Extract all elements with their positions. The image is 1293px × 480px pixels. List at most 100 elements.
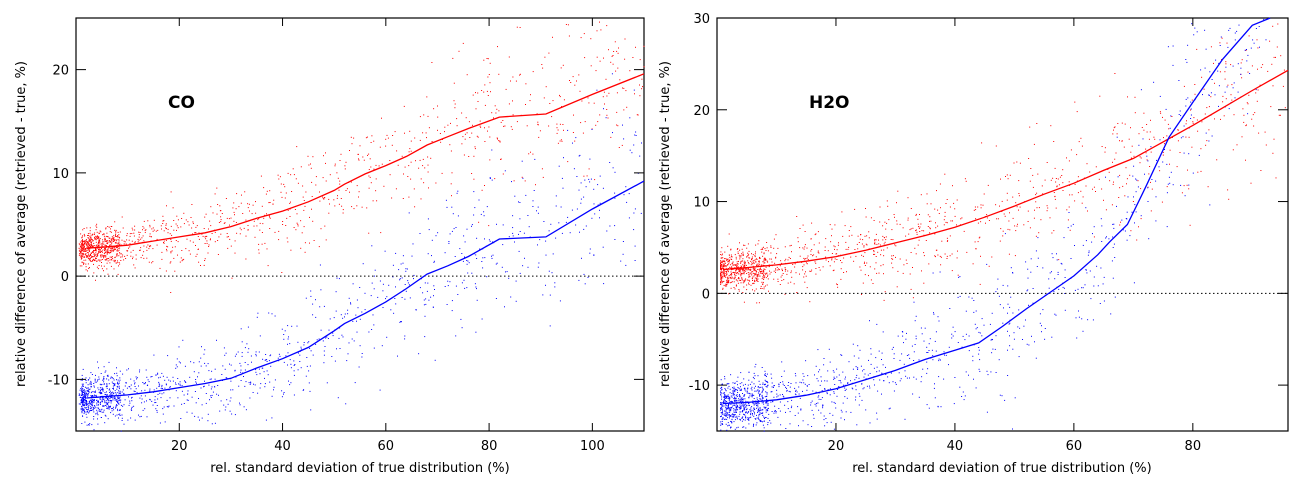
scatter-point: [724, 396, 726, 398]
scatter-point: [767, 382, 769, 384]
scatter-layer: [78, 21, 645, 432]
scatter-point: [172, 376, 174, 378]
scatter-point: [537, 266, 539, 268]
scatter-point: [105, 244, 107, 246]
scatter-point: [725, 407, 727, 409]
scatter-point: [1044, 338, 1046, 340]
scatter-point: [312, 220, 314, 222]
scatter-point: [96, 261, 98, 262]
scatter-point: [743, 395, 745, 397]
scatter-point: [395, 286, 396, 288]
scatter-point: [722, 418, 724, 420]
scatter-point: [1126, 178, 1128, 180]
scatter-point: [875, 256, 877, 257]
scatter-point: [94, 392, 96, 393]
scatter-point: [444, 126, 446, 128]
scatter-point: [599, 21, 600, 23]
scatter-point: [748, 283, 750, 285]
panel-annotation: CO: [168, 93, 195, 113]
scatter-point: [181, 390, 183, 392]
scatter-point: [447, 124, 449, 126]
scatter-point: [451, 206, 453, 208]
scatter-point: [83, 397, 85, 399]
scatter-point: [757, 390, 759, 392]
scatter-point: [144, 408, 146, 410]
scatter-point: [539, 130, 541, 132]
scatter-point: [1164, 119, 1166, 121]
scatter-point: [430, 157, 432, 159]
scatter-point: [720, 280, 721, 282]
scatter-point: [89, 377, 91, 379]
scatter-point: [97, 402, 99, 404]
scatter-point: [764, 417, 766, 419]
scatter-point: [921, 230, 923, 232]
scatter-point: [267, 374, 269, 376]
scatter-point: [498, 73, 500, 75]
scatter-point: [1138, 133, 1140, 135]
scatter-point: [781, 268, 783, 270]
scatter-point: [616, 92, 618, 94]
scatter-point: [1190, 108, 1192, 110]
scatter-point: [885, 239, 887, 241]
scatter-point: [402, 255, 404, 257]
scatter-point: [743, 265, 745, 267]
scatter-point: [118, 388, 120, 390]
scatter-point: [1077, 192, 1079, 194]
scatter-point: [1036, 192, 1038, 194]
scatter-point: [1085, 240, 1087, 242]
scatter-point: [811, 222, 813, 224]
scatter-point: [251, 213, 253, 215]
scatter-point: [758, 387, 760, 389]
scatter-point: [264, 214, 266, 216]
scatter-point: [209, 239, 211, 241]
scatter-point: [464, 241, 466, 243]
scatter-point: [724, 410, 725, 412]
scatter-point: [326, 336, 328, 338]
scatter-point: [80, 258, 82, 260]
scatter-point: [177, 254, 178, 256]
scatter-point: [214, 231, 216, 233]
scatter-point: [85, 404, 87, 406]
scatter-point: [803, 264, 805, 266]
scatter-point: [268, 202, 270, 204]
scatter-point: [831, 259, 833, 261]
scatter-point: [853, 260, 855, 262]
scatter-point: [444, 131, 445, 133]
scatter-point: [115, 262, 117, 264]
scatter-point: [1204, 113, 1206, 115]
scatter-point: [227, 236, 229, 238]
scatter-point: [1121, 140, 1123, 142]
scatter-point: [83, 398, 84, 400]
scatter-point: [841, 354, 843, 356]
scatter-point: [95, 381, 97, 383]
scatter-point: [79, 253, 81, 254]
scatter-point: [895, 245, 897, 247]
scatter-point: [86, 403, 88, 405]
scatter-point: [231, 277, 233, 279]
scatter-point: [157, 398, 159, 400]
scatter-point: [762, 389, 764, 391]
scatter-point: [140, 238, 142, 240]
scatter-point: [1000, 228, 1002, 230]
scatter-point: [1134, 112, 1136, 114]
scatter-point: [902, 227, 904, 229]
scatter-point: [739, 269, 741, 271]
scatter-point: [514, 241, 515, 243]
scatter-point: [741, 397, 743, 399]
scatter-point: [90, 261, 92, 262]
scatter-point: [293, 365, 295, 366]
scatter-point: [857, 369, 859, 370]
scatter-point: [450, 183, 452, 185]
scatter-point: [92, 408, 94, 410]
scatter-point: [104, 401, 106, 403]
scatter-point: [85, 402, 87, 404]
scatter-point: [758, 408, 760, 410]
scatter-point: [106, 243, 108, 244]
scatter-point: [528, 226, 530, 228]
scatter-point: [499, 141, 501, 143]
scatter-point: [239, 227, 241, 229]
scatter-point: [1207, 186, 1209, 188]
scatter-point: [1150, 119, 1151, 121]
scatter-point: [991, 256, 993, 258]
scatter-point: [100, 254, 102, 256]
